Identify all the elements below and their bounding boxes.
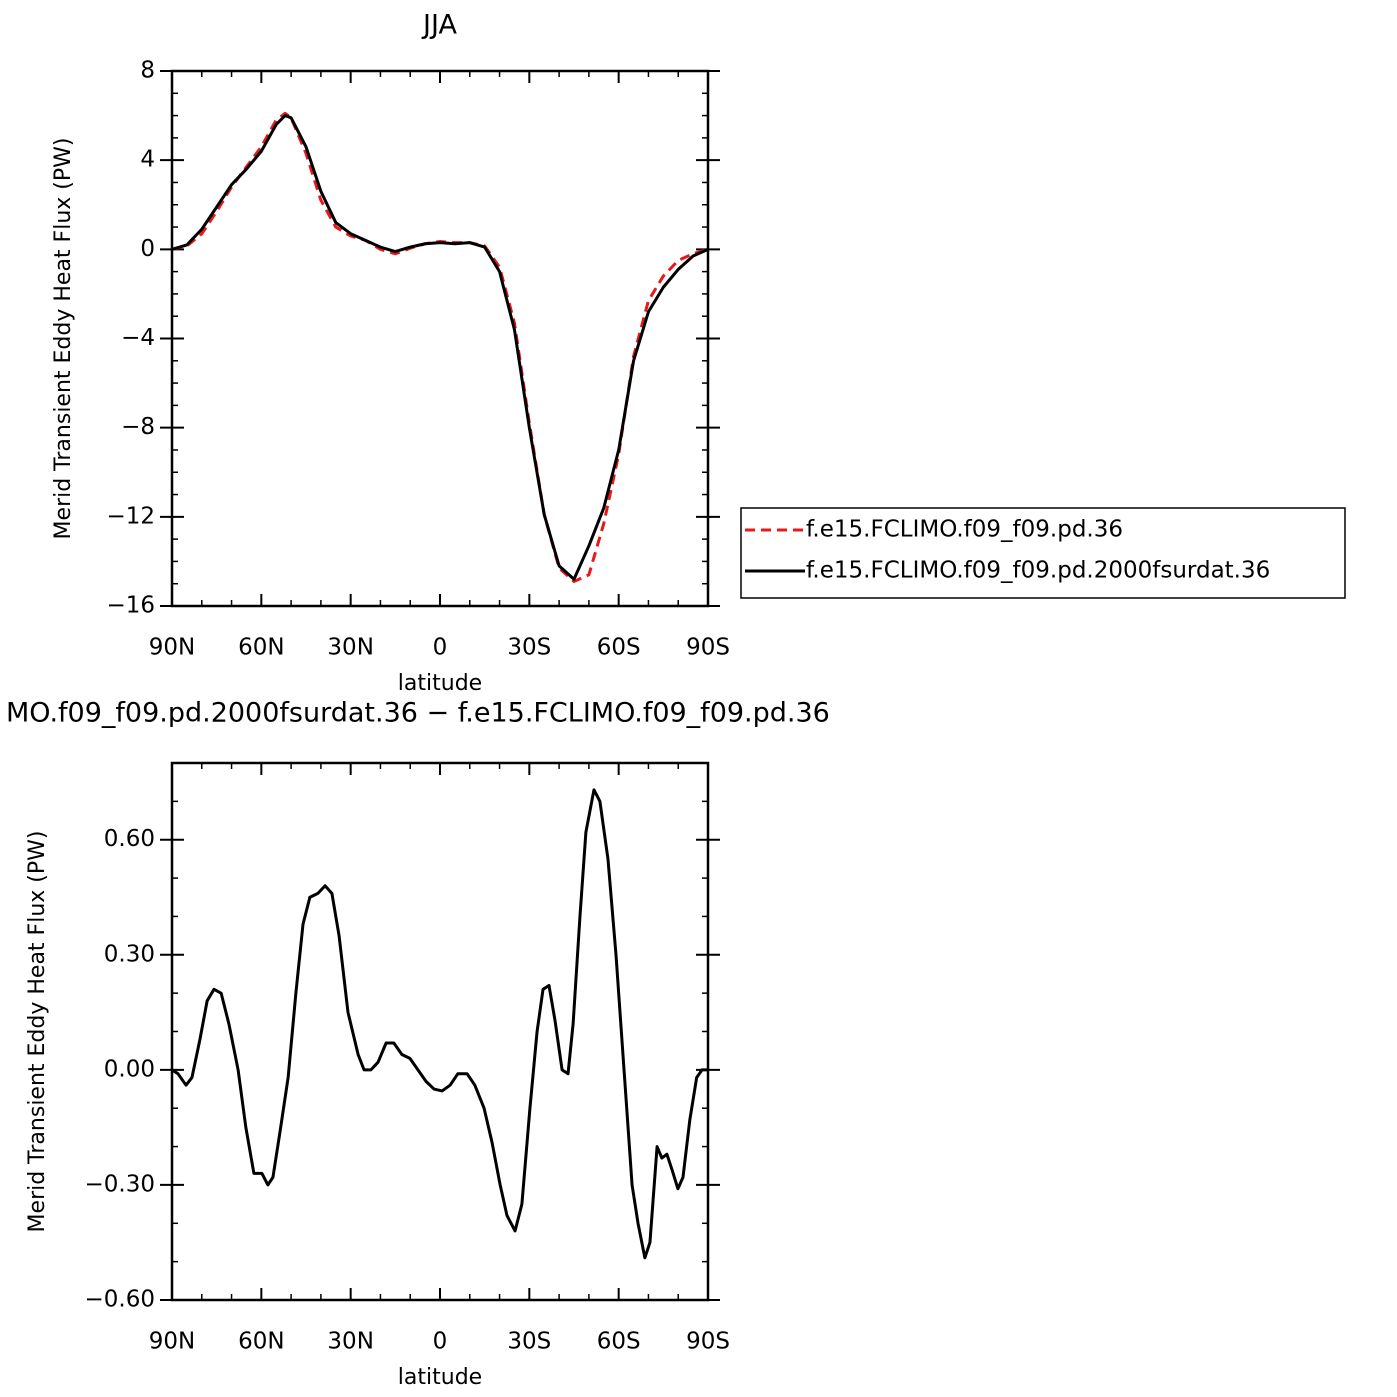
x-tick-label: 30N xyxy=(327,1329,373,1355)
x-tick-label: 90N xyxy=(149,1329,195,1355)
y-tick-label: 0.60 xyxy=(104,826,155,852)
y-tick-label: −16 xyxy=(106,593,155,619)
y-axis-label: Merid Transient Eddy Heat Flux (PW) xyxy=(51,138,76,540)
y-tick-label: 0.30 xyxy=(104,941,155,967)
x-tick-label: 30N xyxy=(327,635,373,661)
x-tick-label: 90S xyxy=(686,635,730,661)
x-tick-label: 60N xyxy=(238,635,284,661)
plot-frame xyxy=(170,69,710,608)
y-tick-label: 0.00 xyxy=(104,1056,155,1082)
y-tick-label: 0 xyxy=(140,236,155,262)
x-axis-label: latitude xyxy=(398,671,482,696)
x-tick-label: 0 xyxy=(433,1329,448,1355)
plot-frame xyxy=(170,761,710,1302)
y-tick-label: −4 xyxy=(121,325,155,351)
x-tick-label: 60N xyxy=(238,1329,284,1355)
x-tick-label: 30S xyxy=(507,635,551,661)
x-tick-label: 30S xyxy=(507,1329,551,1355)
y-tick-label: 4 xyxy=(140,147,155,173)
legend-box xyxy=(740,507,1346,599)
x-tick-label: 60S xyxy=(597,1329,641,1355)
y-tick-label: −12 xyxy=(106,503,155,529)
chart-title: MO.f09_f09.pd.2000fsurdat.36 − f.e15.FCL… xyxy=(6,698,830,729)
data-line xyxy=(171,111,709,583)
y-tick-label: 8 xyxy=(140,58,155,84)
y-tick-label: −0.60 xyxy=(85,1287,155,1313)
legend-label: f.e15.FCLIMO.f09_f09.pd.2000fsurdat.36 xyxy=(806,558,1270,584)
x-tick-label: 60S xyxy=(597,635,641,661)
y-tick-label: −0.30 xyxy=(85,1171,155,1197)
legend-label: f.e15.FCLIMO.f09_f09.pd.36 xyxy=(806,517,1123,543)
data-line xyxy=(171,114,709,581)
data-line xyxy=(171,788,708,1260)
x-tick-label: 90S xyxy=(686,1329,730,1355)
y-tick-label: −8 xyxy=(121,414,155,440)
x-tick-label: 0 xyxy=(433,635,448,661)
x-tick-label: 90N xyxy=(149,635,195,661)
y-axis-label: Merid Transient Eddy Heat Flux (PW) xyxy=(25,831,50,1233)
x-axis-label: latitude xyxy=(398,1365,482,1390)
chart-title: JJA xyxy=(421,10,457,41)
